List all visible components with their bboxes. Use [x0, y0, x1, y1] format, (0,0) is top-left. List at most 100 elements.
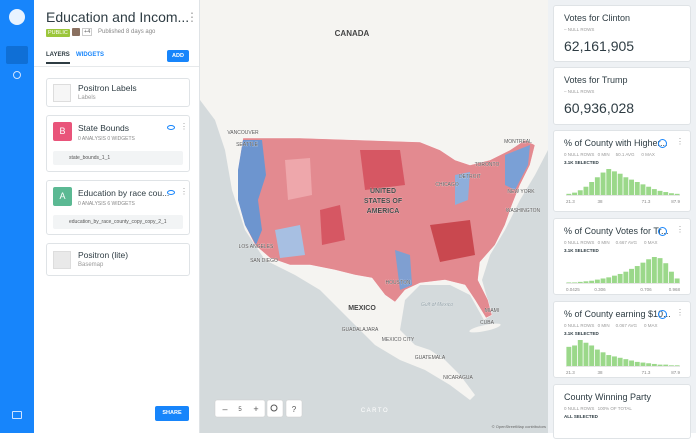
histogram-bar: [600, 172, 606, 195]
zoom-out[interactable]: –: [222, 404, 227, 414]
histogram-bar: [663, 364, 669, 366]
histogram-bar: [606, 355, 612, 366]
widget-title: Votes for Trump: [564, 75, 628, 85]
widget-card[interactable]: Votes for Trump – NULL ROWS 60,936,028: [553, 67, 691, 125]
source-box: [53, 151, 183, 165]
histogram-bar: [566, 193, 572, 195]
widget-menu: ⋮: [676, 308, 684, 317]
widget-selected: ALL SELECTED: [564, 414, 598, 419]
layer-menu[interactable]: ⋮: [180, 122, 188, 131]
map-label: HOUSTON: [386, 280, 411, 286]
blue-region: [275, 225, 305, 258]
map-label: MEXICO: [348, 305, 376, 312]
help-button[interactable]: [285, 399, 303, 418]
widget-stat: 0 MAX: [644, 240, 658, 245]
widget-stat: 0 MAX: [641, 152, 655, 157]
visibility-toggle[interactable]: [167, 190, 175, 195]
layer-icon: A: [53, 187, 72, 206]
layers-tab[interactable]: LAYERS: [46, 52, 70, 64]
map-label: WASHINGTON: [506, 208, 541, 214]
histogram-bar: [589, 182, 595, 195]
histogram: 21.3 38 71.3 87.9: [566, 169, 680, 204]
widgets-panel: Votes for Clinton – NULL ROWS 62,161,905 Vo…: [548, 0, 696, 439]
visibility-toggle[interactable]: [167, 125, 175, 130]
histogram-bar: [669, 271, 674, 283]
layer-card[interactable]: Positron (lite) Basemap: [46, 243, 190, 276]
layer-source: education_by_race_county_copy_copy_2_1: [69, 219, 167, 225]
layer-card[interactable]: Positron Labels Labels: [46, 78, 190, 107]
histogram-bar: [572, 282, 577, 283]
widget-stat: 0 MIN: [597, 240, 610, 245]
map-label: GUATEMALA: [415, 355, 446, 361]
histogram-bar: [663, 263, 669, 283]
search-button[interactable]: [266, 399, 284, 418]
histogram-axis-label: 38: [597, 370, 603, 375]
histogram-bar: [612, 275, 617, 283]
widget-card[interactable]: County Winning Party 0 NULL ROWS 100% OF T…: [553, 384, 691, 439]
histogram-bar: [594, 177, 600, 195]
widget-stat: 0 NULL ROWS: [564, 323, 595, 328]
published-date: Published 8 days ago: [98, 29, 156, 35]
zoom-in[interactable]: +: [253, 404, 258, 414]
widget-value: 60,936,028: [564, 100, 635, 116]
widget-card[interactable]: % of County with Higher... ⋮ 0 NULL ROWS 0 …: [553, 130, 691, 212]
logo[interactable]: [9, 9, 25, 25]
zoom-level: 5: [238, 407, 242, 413]
histogram: 0.0425 0.306 0.706 0.968: [566, 257, 681, 292]
layer-menu[interactable]: ⋮: [180, 187, 188, 196]
widget-stat: 0 MAX: [644, 323, 658, 328]
share-button[interactable]: SHARE: [155, 406, 189, 421]
map-title[interactable]: Education and Incom...: [46, 9, 190, 25]
histogram-axis-label: 87.9: [671, 199, 680, 204]
edit-icon[interactable]: [6, 46, 28, 64]
widget-title: Votes for Clinton: [564, 13, 631, 23]
histogram-bar: [572, 345, 577, 366]
nav-bar: [0, 0, 34, 433]
chat-icon[interactable]: [12, 411, 22, 419]
histogram-bar: [623, 359, 629, 366]
histogram-axis-label: 0.968: [669, 287, 681, 292]
layer-thumb: [53, 251, 71, 269]
histogram-bar: [669, 193, 674, 195]
options-menu[interactable]: ⋮: [186, 10, 198, 24]
layer-card[interactable]: B State Bounds ⋮ 0 ANALYSIS 0 WIDGETS st…: [46, 115, 190, 172]
histogram-bar: [589, 345, 595, 366]
histogram-bar: [634, 266, 640, 283]
widget-stat: 0 NULL ROWS: [564, 152, 595, 157]
histogram-bar: [657, 364, 663, 366]
share-icon[interactable]: [13, 71, 21, 79]
histogram-bar: [623, 271, 629, 283]
widget-title: % of County with Higher...: [564, 138, 668, 148]
map-label: SAN DIEGO: [250, 258, 278, 264]
widgets-tab[interactable]: WIDGETS: [76, 52, 104, 58]
histogram-bar: [669, 365, 674, 366]
layer-name: Positron (lite): [78, 250, 129, 260]
layer-icon: B: [53, 122, 72, 141]
histogram-bar: [566, 282, 572, 283]
red-region: [360, 150, 405, 190]
add-button[interactable]: ADD: [167, 50, 189, 62]
widget-menu: ⋮: [676, 225, 684, 234]
map-label: CHICAGO: [435, 182, 458, 188]
map[interactable]: – 5 + ? CARTO © OpenStreetMap contributo…: [200, 0, 548, 433]
histogram-bar: [606, 277, 612, 283]
histogram-bar: [612, 171, 617, 195]
help-icon: ?: [292, 405, 297, 414]
histogram-bar: [674, 365, 680, 366]
layer-subtitle: Labels: [78, 95, 96, 101]
collaborators: +4: [82, 28, 93, 36]
widget-card[interactable]: Votes for Clinton – NULL ROWS 62,161,905: [553, 5, 691, 62]
widget-card[interactable]: % of County Votes for Tr... ⋮ 0 NULL ROWS 0…: [553, 218, 691, 295]
map-label: MONTREAL: [504, 139, 532, 145]
widget-value: 62,161,905: [564, 38, 635, 54]
layer-name: Positron Labels: [78, 83, 137, 93]
histogram-bar: [572, 192, 577, 195]
layer-card[interactable]: A Education by race cou... ⋮ 0 ANALYSIS …: [46, 180, 190, 235]
histogram-axis-label: 0.306: [594, 287, 606, 292]
watermark: CARTO: [361, 408, 389, 414]
red-region: [430, 220, 475, 262]
histogram-bar: [600, 278, 606, 283]
attribution: © OpenStreetMap contributors: [492, 424, 546, 429]
histogram-bar: [600, 352, 606, 366]
widget-card[interactable]: % of County earning $10... ⋮ 0 NULL ROWS 0 …: [553, 301, 691, 378]
